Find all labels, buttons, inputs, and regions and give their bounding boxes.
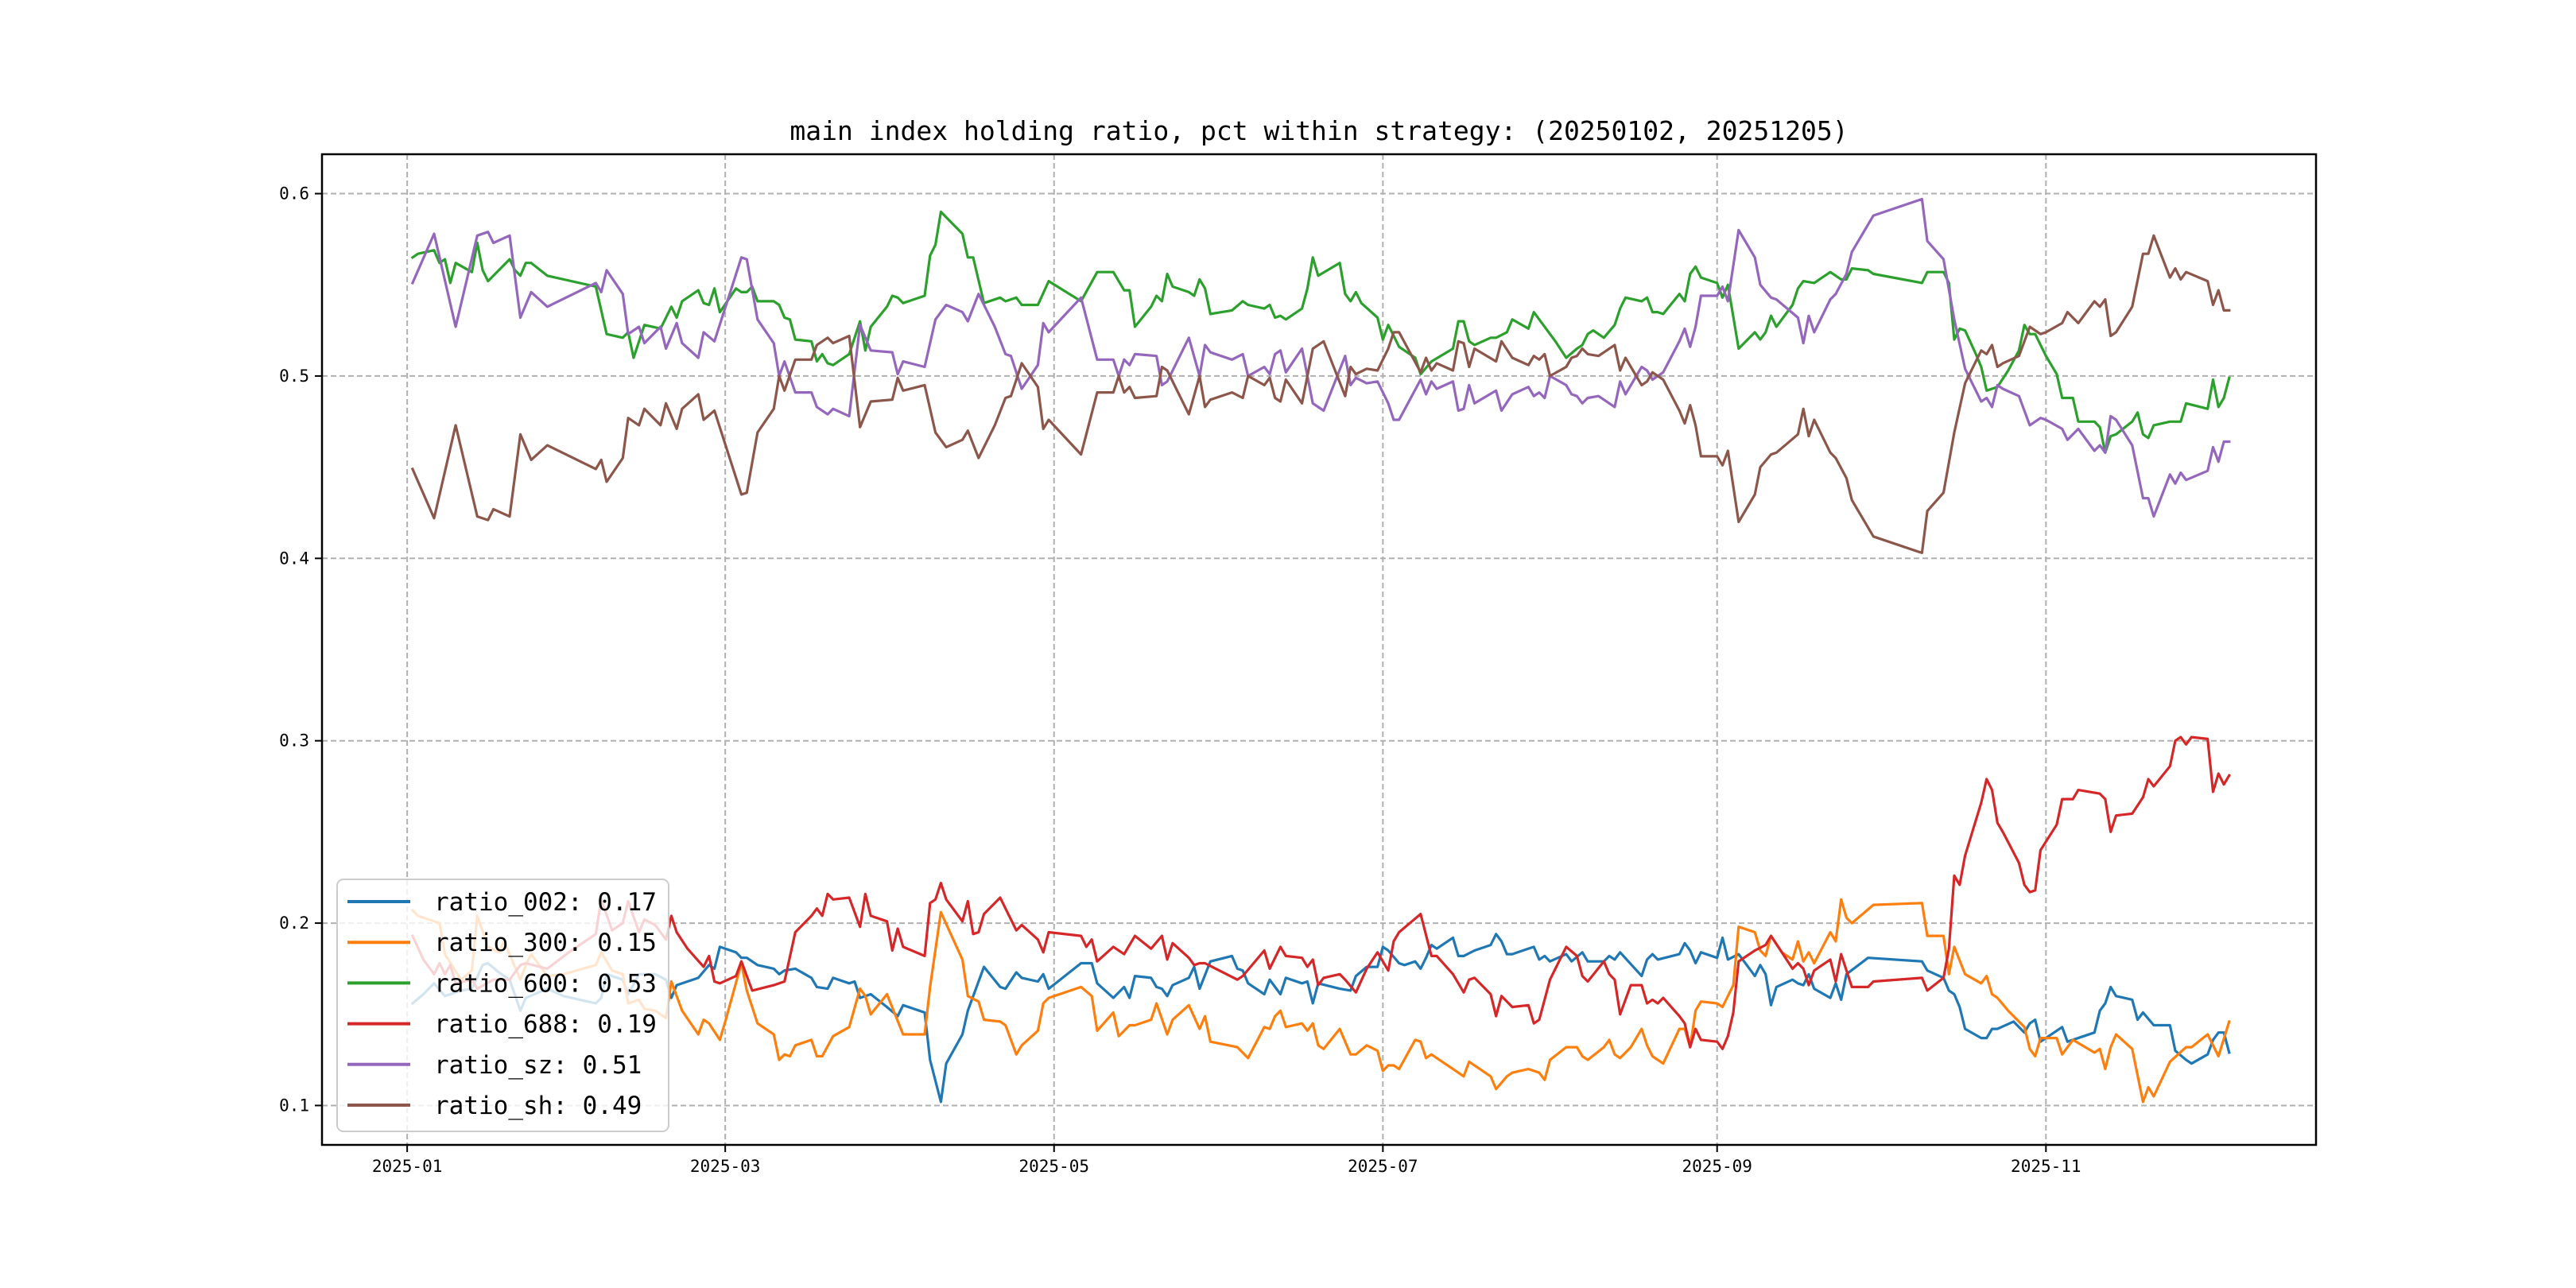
legend-label-ratio_002: ratio_002: 0.17 [434, 888, 657, 917]
legend-label-ratio_sh: ratio_sh: 0.49 [434, 1092, 642, 1120]
series-line-ratio_sh [410, 234, 2231, 554]
x-tick-label: 2025-03 [690, 1157, 761, 1176]
x-tick-label: 2025-11 [2011, 1157, 2081, 1176]
series-line-ratio_300 [410, 898, 2231, 1104]
x-tick-label: 2025-01 [372, 1157, 443, 1176]
y-tick-label: 0.3 [279, 731, 309, 751]
x-tick-label: 2025-09 [1682, 1157, 1752, 1176]
axes-frame [320, 153, 2318, 1146]
y-tick-label: 0.2 [279, 914, 309, 933]
legend: ratio_002: 0.17 ratio_300: 0.15 ratio_600:… [336, 879, 669, 1132]
x-tick-label: 2025-05 [1018, 1157, 1089, 1176]
legend-label-ratio_688: ratio_688: 0.19 [434, 1011, 657, 1039]
y-tick-label: 0.4 [279, 549, 309, 568]
legend-label-ratio_300: ratio_300: 0.15 [434, 929, 657, 957]
legend-box [336, 879, 669, 1132]
y-tick-label: 0.5 [279, 367, 309, 386]
gridlines [322, 154, 2316, 1145]
series-line-ratio_600 [410, 210, 2231, 454]
y-tick-label: 0.6 [279, 184, 309, 204]
axis-ticks: 2025-01 2025-03 2025-05 2025-07 2025-09 2025-… [279, 184, 2081, 1176]
series-line-ratio_688 [410, 735, 2231, 1050]
series-layer [410, 197, 2231, 1104]
series-line-ratio_sz [410, 197, 2231, 518]
chart-title: main index holding ratio, pct within str… [789, 115, 1848, 146]
y-tick-label: 0.1 [279, 1096, 309, 1115]
legend-label-ratio_sz: ratio_sz: 0.51 [434, 1051, 642, 1080]
x-tick-label: 2025-07 [1348, 1157, 1418, 1176]
legend-label-ratio_600: ratio_600: 0.53 [434, 969, 657, 998]
